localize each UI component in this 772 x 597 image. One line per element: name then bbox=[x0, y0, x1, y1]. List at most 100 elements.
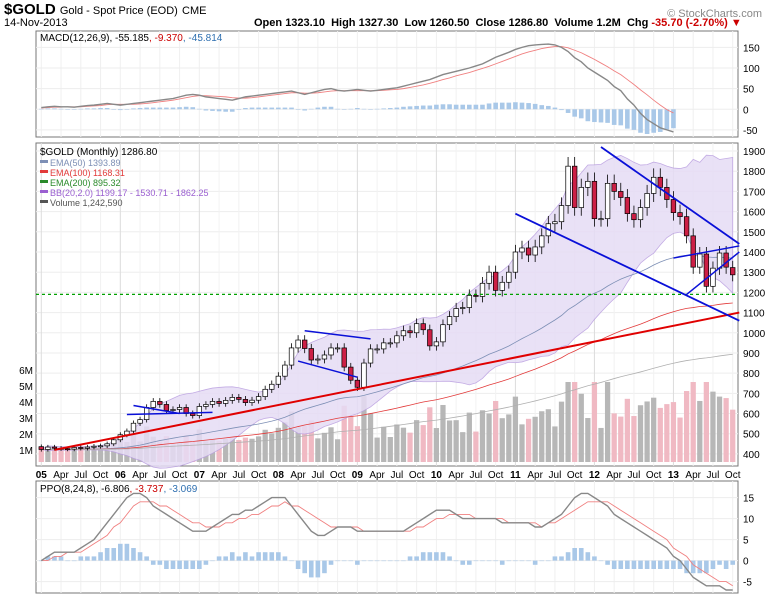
volume-bar bbox=[683, 391, 690, 462]
ppo-histogram-bar bbox=[243, 552, 248, 561]
macd-histogram-bar bbox=[644, 109, 650, 134]
ppo-histogram-bar bbox=[710, 560, 716, 569]
volume-bar bbox=[216, 440, 222, 462]
candle-up bbox=[262, 388, 268, 397]
volume-axis-label: 1M bbox=[19, 446, 33, 457]
ppo-histogram-bar bbox=[526, 560, 531, 562]
candle-down bbox=[236, 397, 242, 400]
volume-bar bbox=[499, 418, 505, 462]
price-x-axis-label: Apr bbox=[448, 470, 464, 481]
ppo-histogram-bar bbox=[513, 560, 518, 562]
volume-bar bbox=[315, 438, 321, 462]
volume-bar bbox=[545, 409, 551, 462]
volume-bar bbox=[420, 425, 426, 462]
macd-axis-label: 50 bbox=[743, 85, 755, 96]
candle-up bbox=[506, 271, 512, 283]
ppo-histogram-bar bbox=[203, 560, 209, 565]
candle-up bbox=[552, 221, 558, 225]
candle-up bbox=[361, 362, 367, 388]
ppo-histogram-bar bbox=[427, 552, 433, 561]
quote-summary: Open 1323.10 High 1327.30 Low 1260.50 Cl… bbox=[254, 17, 742, 29]
ppo-histogram-bar bbox=[605, 560, 610, 565]
volume-bar bbox=[302, 425, 308, 462]
volume-bar bbox=[229, 438, 235, 462]
candle-down bbox=[730, 267, 736, 276]
trendline-2008-upper bbox=[304, 330, 371, 340]
price-legend-entry: BB(20,2.0) 1199.17 - 1530.71 - 1862.25 bbox=[50, 188, 208, 198]
candle-down bbox=[427, 329, 433, 347]
volume-bar bbox=[512, 396, 519, 462]
candle-up bbox=[367, 348, 374, 364]
trendline-2008-lower bbox=[297, 360, 358, 378]
ppo-histogram-bar bbox=[546, 560, 551, 562]
price-axis-label: 1800 bbox=[743, 167, 766, 178]
candle-up bbox=[209, 401, 216, 405]
macd-histogram-bar bbox=[664, 109, 670, 130]
volume-bar bbox=[51, 449, 58, 462]
volume-bar bbox=[657, 407, 663, 462]
macd-histogram-bar bbox=[611, 109, 617, 125]
ppo-histogram-bar bbox=[723, 560, 729, 569]
volume-bar bbox=[486, 413, 492, 462]
ppo-histogram-bar bbox=[473, 560, 479, 562]
volume-bar bbox=[407, 432, 413, 462]
price-x-axis-label: Apr bbox=[53, 470, 69, 481]
volume-bar bbox=[624, 398, 630, 462]
macd-histogram-bar bbox=[124, 109, 130, 110]
ppo-histogram-bar bbox=[381, 560, 387, 562]
volume-bar bbox=[413, 420, 420, 462]
volume-bar bbox=[341, 405, 347, 462]
candle-up bbox=[532, 246, 538, 256]
ppo-histogram-bar bbox=[71, 560, 77, 562]
macd-histogram-bar bbox=[480, 104, 485, 110]
candle-up bbox=[578, 187, 584, 208]
macd-histogram-bar bbox=[572, 109, 577, 117]
macd-histogram-bar bbox=[322, 106, 327, 110]
ppo-histogram-bar bbox=[183, 560, 189, 569]
ppo-histogram-bar bbox=[717, 560, 722, 565]
macd-histogram-bar bbox=[671, 109, 676, 129]
price-axis-label: 500 bbox=[743, 430, 760, 441]
candle-down bbox=[723, 252, 729, 268]
macd-histogram-bar bbox=[559, 109, 564, 111]
volume-bar bbox=[427, 407, 433, 462]
volume-bar bbox=[539, 411, 545, 462]
macd-line bbox=[41, 43, 674, 133]
volume-bar bbox=[479, 410, 486, 462]
macd-histogram-bar bbox=[546, 105, 551, 110]
volume-bar bbox=[275, 427, 281, 462]
ppo-histogram-bar bbox=[618, 560, 624, 569]
ppo-histogram-bar bbox=[704, 560, 709, 574]
ppo-histogram-bar bbox=[387, 560, 393, 562]
volume-bar bbox=[308, 420, 314, 462]
candle-down bbox=[64, 448, 71, 451]
volume-bar bbox=[723, 398, 729, 462]
candle-down bbox=[242, 399, 249, 403]
price-x-axis-label: 06 bbox=[115, 470, 127, 481]
volume-bar bbox=[236, 440, 242, 462]
macd-histogram-bar bbox=[262, 107, 268, 110]
macd-histogram-bar bbox=[276, 107, 281, 110]
ppo-histogram-bar bbox=[137, 552, 143, 561]
macd-histogram-bar bbox=[85, 108, 90, 110]
macd-axis-label: 0 bbox=[743, 105, 749, 116]
macd-histogram-bar bbox=[71, 109, 77, 110]
ppo-histogram-bar bbox=[539, 560, 545, 562]
ppo-histogram-bar bbox=[98, 552, 103, 561]
candle-up bbox=[374, 348, 380, 351]
volume-bar bbox=[38, 447, 44, 462]
price-x-axis-label: Jul bbox=[232, 470, 245, 481]
ppo-histogram-bar bbox=[52, 556, 57, 561]
price-x-axis-label: Oct bbox=[172, 470, 188, 481]
macd-histogram-bar bbox=[387, 108, 393, 110]
ppo-histogram-bar bbox=[269, 552, 275, 561]
volume-bar bbox=[446, 420, 453, 462]
macd-histogram-bar bbox=[144, 107, 149, 110]
close-value: 1286.80 bbox=[508, 17, 549, 29]
volume-bar bbox=[348, 415, 354, 462]
macd-histogram-bar bbox=[638, 109, 643, 133]
volume-bar bbox=[506, 414, 512, 462]
volume-bar bbox=[552, 426, 558, 462]
candle-down bbox=[631, 213, 637, 221]
volume-bar bbox=[730, 409, 736, 462]
